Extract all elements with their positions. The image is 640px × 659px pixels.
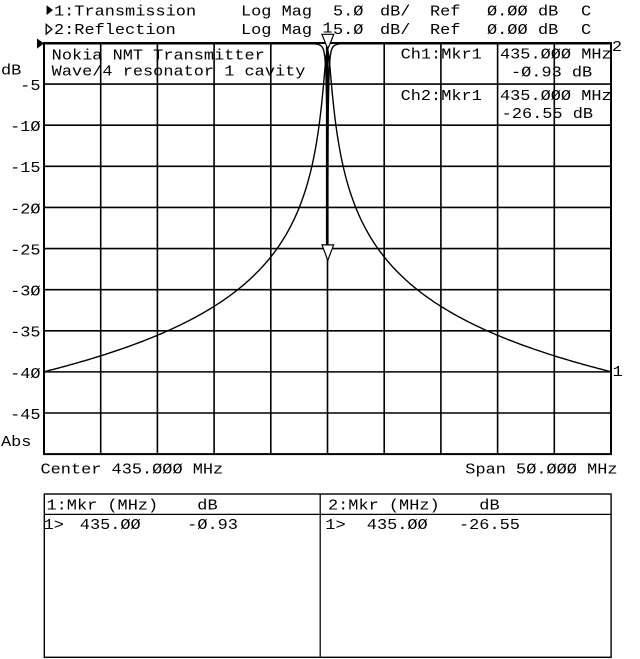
svg-text:Wave/4 resonator 1 cavity: Wave/4 resonator 1 cavity bbox=[52, 64, 306, 81]
svg-text:dB: dB bbox=[538, 22, 558, 39]
svg-text:1>: 1> bbox=[44, 517, 64, 534]
svg-text:1: 1 bbox=[613, 364, 623, 381]
svg-text:1>: 1> bbox=[325, 517, 345, 534]
svg-text:1:Mkr (MHz): 1:Mkr (MHz) bbox=[47, 498, 159, 515]
svg-text:dB: dB bbox=[479, 498, 499, 515]
svg-text:2:Reflection: 2:Reflection bbox=[54, 22, 176, 39]
svg-text:2: 2 bbox=[612, 39, 622, 56]
svg-text:-25: -25 bbox=[10, 242, 40, 259]
svg-text:Ø.ØØ: Ø.ØØ bbox=[487, 3, 528, 20]
svg-text:dB/: dB/ bbox=[380, 3, 410, 20]
svg-text:2:Mkr (MHz): 2:Mkr (MHz) bbox=[328, 498, 440, 515]
svg-text:-5: -5 bbox=[20, 78, 40, 95]
svg-text:dB: dB bbox=[1, 63, 21, 80]
svg-text:-2Ø: -2Ø bbox=[10, 201, 40, 218]
svg-text:-4Ø: -4Ø bbox=[10, 366, 40, 383]
svg-text:-Ø.93 dB: -Ø.93 dB bbox=[511, 65, 592, 82]
svg-text:dB: dB bbox=[538, 3, 558, 20]
svg-text:Ref: Ref bbox=[430, 3, 460, 20]
svg-text:C: C bbox=[581, 22, 591, 39]
svg-text:Ref: Ref bbox=[430, 22, 460, 39]
svg-text:-1Ø: -1Ø bbox=[10, 119, 40, 136]
svg-text:1:Transmission: 1:Transmission bbox=[54, 3, 196, 20]
svg-text:dB/: dB/ bbox=[380, 22, 410, 39]
svg-text:435.ØØØ MHz: 435.ØØØ MHz bbox=[500, 88, 612, 105]
svg-text:435.ØØ: 435.ØØ bbox=[367, 517, 428, 534]
svg-text:5.Ø: 5.Ø bbox=[333, 3, 363, 20]
svg-text:Abs: Abs bbox=[1, 434, 31, 451]
svg-text:435.ØØ: 435.ØØ bbox=[80, 517, 141, 534]
svg-text:Log Mag: Log Mag bbox=[241, 3, 312, 20]
svg-text:Center 435.ØØØ MHz: Center 435.ØØØ MHz bbox=[41, 461, 224, 478]
svg-text:Log Mag: Log Mag bbox=[241, 22, 312, 39]
svg-text:C: C bbox=[581, 3, 591, 20]
svg-text:-45: -45 bbox=[10, 407, 40, 424]
svg-text:-26.55 dB: -26.55 dB bbox=[502, 106, 593, 123]
svg-text:Ch2:Mkr1: Ch2:Mkr1 bbox=[401, 88, 482, 105]
svg-text:Ø.ØØ: Ø.ØØ bbox=[487, 22, 528, 39]
svg-text:Span 5Ø.ØØØ MHz: Span 5Ø.ØØØ MHz bbox=[465, 461, 617, 478]
svg-text:435.ØØØ MHz: 435.ØØØ MHz bbox=[500, 47, 612, 64]
svg-text:-3Ø: -3Ø bbox=[10, 284, 40, 301]
svg-text:dB: dB bbox=[197, 498, 217, 515]
svg-text:Ch1:Mkr1: Ch1:Mkr1 bbox=[401, 47, 482, 64]
svg-text:Nokia NMT Transmitter: Nokia NMT Transmitter bbox=[52, 47, 265, 64]
svg-text:-15: -15 bbox=[10, 160, 40, 177]
svg-text:-Ø.93: -Ø.93 bbox=[187, 517, 238, 534]
svg-text:-35: -35 bbox=[10, 325, 40, 342]
svg-text:5.Ø: 5.Ø bbox=[333, 22, 363, 39]
svg-text:-26.55: -26.55 bbox=[459, 517, 520, 534]
svg-text:1: 1 bbox=[322, 21, 332, 38]
